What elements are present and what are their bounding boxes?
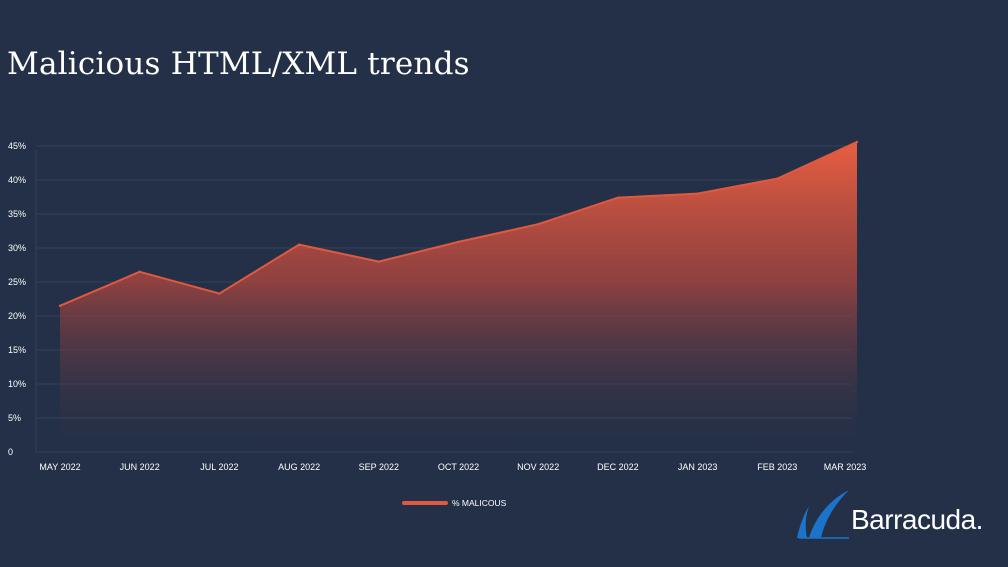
- x-tick-label: DEC 2022: [597, 462, 639, 472]
- shark-fin-icon: [797, 490, 849, 539]
- chart-title: Malicious HTML/XML trends: [7, 46, 470, 82]
- data-point: [297, 243, 301, 246]
- y-tick-label: 35%: [8, 209, 26, 219]
- y-tick-label: 40%: [8, 175, 26, 185]
- x-tick-label: JAN 2023: [678, 462, 718, 472]
- x-tick-label: SEP 2022: [359, 462, 399, 472]
- x-tick-label: JUN 2022: [120, 462, 160, 472]
- data-point: [138, 270, 141, 273]
- x-tick-label: MAY 2022: [39, 462, 80, 472]
- x-tick-label: FEB 2023: [757, 462, 797, 472]
- y-tick-label: 0: [8, 447, 13, 457]
- data-point: [616, 196, 620, 199]
- y-tick-label: 25%: [8, 277, 26, 287]
- y-tick-label: 15%: [8, 345, 26, 355]
- y-tick-label: 45%: [8, 141, 26, 151]
- x-tick-label: MAR 2023: [824, 462, 867, 472]
- x-axis: MAY 2022 JUN 2022 JUL 2022 AUG 2022 SEP 2022…: [39, 462, 866, 472]
- data-point: [58, 304, 62, 307]
- data-point: [776, 177, 779, 180]
- legend: % MALICOUS: [402, 498, 507, 508]
- x-tick-label: JUL 2022: [200, 462, 238, 472]
- y-axis: 0 5% 10% 15% 20% 25% 30% 35% 40% 45%: [8, 141, 26, 457]
- legend-swatch: [402, 501, 448, 505]
- y-tick-label: 10%: [8, 379, 26, 389]
- y-tick-label: 20%: [8, 311, 26, 321]
- y-tick-label: 30%: [8, 243, 26, 253]
- x-tick-label: OCT 2022: [438, 462, 479, 472]
- data-point: [218, 292, 221, 295]
- data-point: [537, 223, 540, 226]
- y-tick-label: 5%: [8, 413, 21, 423]
- data-point: [457, 240, 460, 244]
- x-tick-label: NOV 2022: [517, 462, 559, 472]
- series-area-fill: [60, 141, 857, 453]
- x-tick-label: AUG 2022: [278, 462, 320, 472]
- data-point: [696, 192, 699, 195]
- data-point: [377, 260, 380, 263]
- legend-label: % MALICOUS: [452, 498, 507, 508]
- data-point: [855, 140, 859, 144]
- logo-wordmark: Barracuda.: [851, 504, 983, 535]
- series-area: [58, 140, 859, 453]
- barracuda-logo: Barracuda.: [795, 488, 1007, 540]
